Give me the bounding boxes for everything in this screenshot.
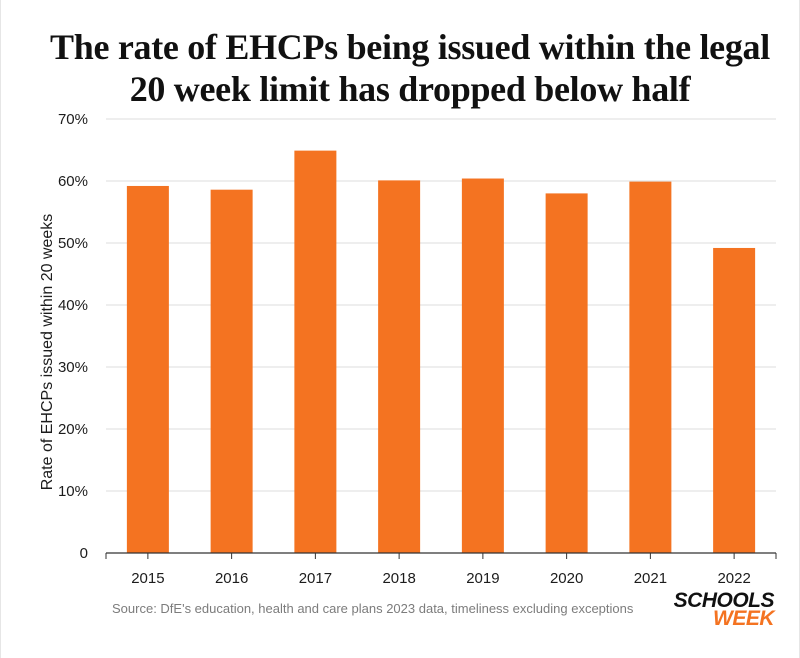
- y-tick-label: 0: [80, 545, 88, 562]
- x-tick-label: 2019: [466, 570, 499, 587]
- bars: [126, 150, 756, 553]
- x-tick-label: 2020: [550, 570, 583, 587]
- schools-week-logo: SCHOOLS WEEK: [664, 589, 775, 630]
- bar-2020: [545, 193, 588, 553]
- y-tick-label: 50%: [58, 235, 88, 252]
- bar-2019: [461, 178, 504, 553]
- bar-2022: [713, 247, 756, 553]
- y-tick-label: 70%: [58, 111, 88, 128]
- y-axis: 0 10% 20% 30% 40% 50% 60% 70%: [58, 111, 88, 562]
- y-tick-label: 20%: [58, 421, 88, 438]
- y-tick-label: 60%: [58, 173, 88, 190]
- x-tick-label: 2016: [215, 570, 248, 587]
- title-line-1: The rate of EHCPs being issued within th…: [50, 27, 770, 67]
- y-tick-label: 40%: [58, 297, 88, 314]
- y-axis-label: Rate of EHCPs issued within 20 weeks: [39, 214, 56, 491]
- bar-2017: [294, 150, 337, 553]
- bar-2015: [126, 185, 169, 553]
- title-line-2: 20 week limit has dropped below half: [129, 69, 691, 109]
- logo-line-2: WEEK: [713, 607, 775, 630]
- x-tick-label: 2021: [634, 570, 667, 587]
- chart-title: The rate of EHCPs being issued within th…: [30, 26, 790, 110]
- gridlines: [106, 118, 776, 492]
- bar-2018: [378, 180, 421, 553]
- y-tick-label: 10%: [58, 483, 88, 500]
- x-axis: 2015 2016 2017 2018 2019 2020 2021 2022: [105, 552, 777, 587]
- x-tick-label: 2015: [131, 570, 164, 587]
- logo-line-1: SCHOOLS: [673, 589, 775, 612]
- y-tick-label: 30%: [58, 359, 88, 376]
- bar-2016: [210, 189, 253, 553]
- source-note: Source: DfE's education, health and care…: [112, 601, 634, 616]
- x-tick-label: 2017: [299, 570, 332, 587]
- x-tick-label: 2022: [717, 570, 750, 587]
- x-tick-label: 2018: [382, 570, 415, 587]
- bar-2021: [629, 181, 672, 553]
